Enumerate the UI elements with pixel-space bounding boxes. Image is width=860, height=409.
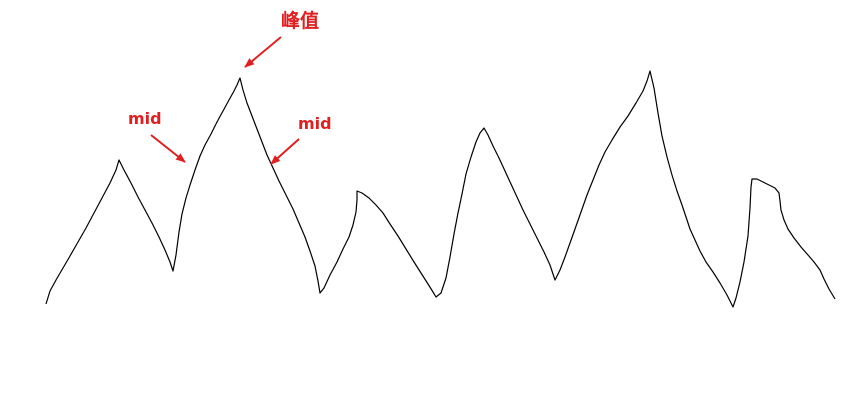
peak-label: 峰值 [281,9,319,32]
mid-label-left: mid [128,109,162,128]
mid-left-arrow [150,134,186,163]
mid-right-arrow [270,138,300,165]
mid-label-right: mid [298,114,332,133]
peak-arrow [244,36,282,68]
waveform-line [45,70,836,308]
